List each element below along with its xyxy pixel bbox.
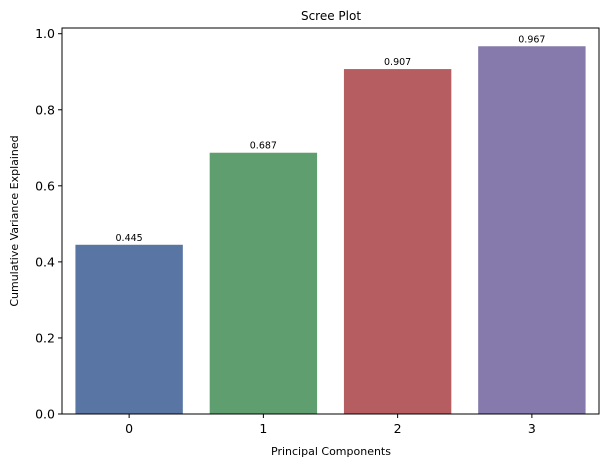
- data-label-1: 0.687: [250, 141, 277, 152]
- plot-frame: [61, 27, 600, 415]
- x-tick-label-0: 0: [125, 421, 133, 436]
- data-label-0: 0.445: [116, 233, 143, 244]
- x-axis: 0 1 2 3: [125, 414, 536, 436]
- x-tick-label-2: 2: [394, 421, 402, 436]
- x-axis-label: Principal Components: [271, 445, 391, 458]
- x-tick-label-3: 3: [528, 421, 536, 436]
- bar-2: [343, 69, 452, 414]
- data-label-3: 0.967: [518, 34, 545, 45]
- y-tick-label-0.8: 0.8: [35, 102, 55, 117]
- x-tick-label-1: 1: [259, 421, 267, 436]
- y-tick-label-0.2: 0.2: [35, 330, 55, 345]
- bar-0: [75, 244, 183, 414]
- y-tick-label-0.4: 0.4: [35, 254, 55, 269]
- bar-1: [209, 152, 318, 414]
- y-tick-label-0.6: 0.6: [35, 178, 55, 193]
- data-label-2: 0.907: [384, 57, 411, 68]
- chart-title: Scree Plot: [301, 9, 361, 23]
- y-axis: 0.0 0.2 0.4 0.6 0.8 1.0: [35, 26, 62, 422]
- y-tick-label-1.0: 1.0: [35, 26, 55, 41]
- y-axis-label: Cumulative Variance Explained: [8, 135, 21, 306]
- data-labels-group: 0.445 0.687 0.907 0.967: [116, 34, 546, 244]
- bars-group: [75, 46, 586, 415]
- y-tick-label-0.0: 0.0: [35, 407, 55, 422]
- bar-3: [478, 46, 586, 415]
